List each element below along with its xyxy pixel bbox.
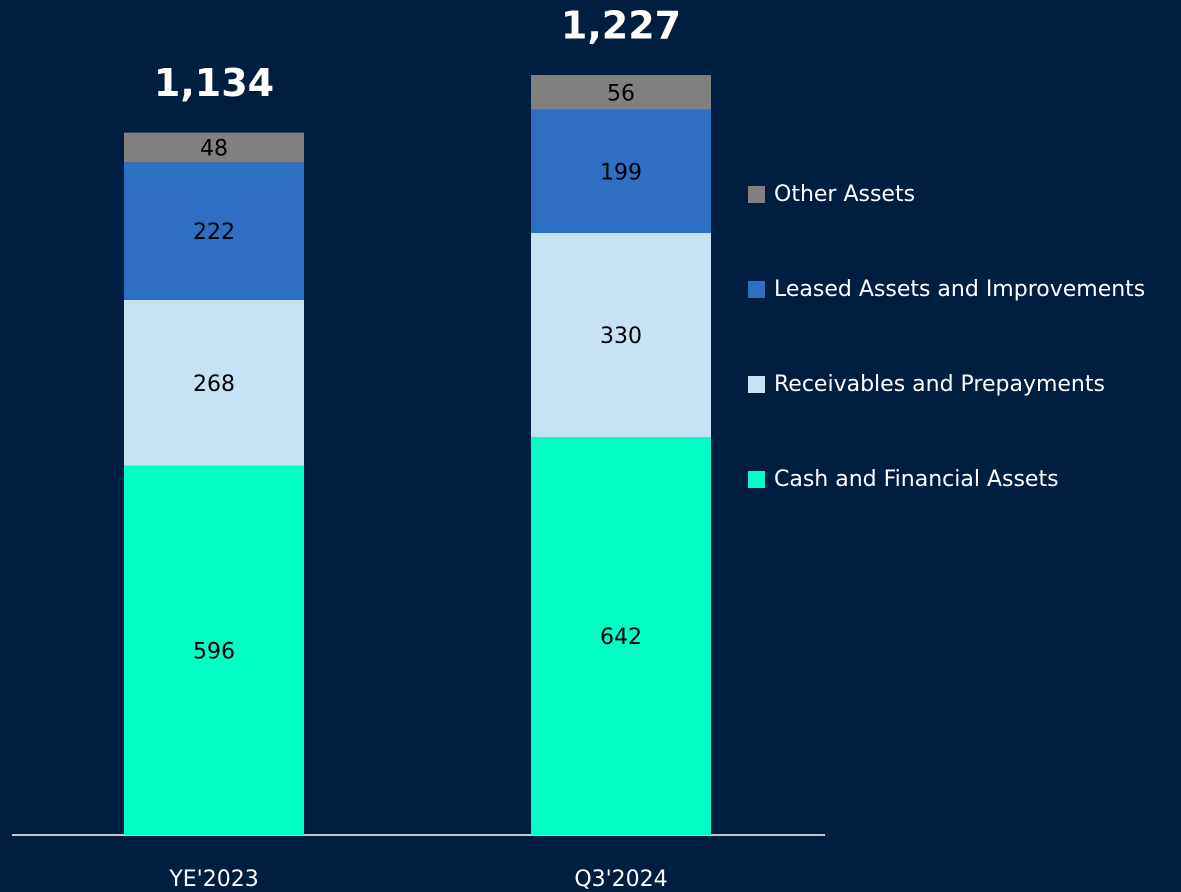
bar-segment [531, 75, 711, 110]
legend-item: Leased Assets and Improvements [748, 270, 1174, 310]
bar-segment [531, 437, 711, 835]
value-label: 48 [200, 136, 228, 161]
value-label: 56 [607, 81, 635, 106]
legend-label: Leased Assets and Improvements [774, 277, 1146, 302]
value-label: 330 [600, 324, 642, 349]
value-label: 222 [193, 220, 235, 245]
legend-swatch [748, 471, 765, 488]
bar-segment [124, 162, 304, 300]
legend-swatch [748, 281, 765, 298]
bar-segment [124, 299, 304, 466]
total-label: 1,227 [561, 4, 681, 48]
bar-segment [124, 132, 304, 163]
legend-label: Other Assets [774, 182, 916, 207]
legend-swatch [748, 186, 765, 203]
legend-item: Receivables and Prepayments [748, 365, 1174, 405]
legend-label: Receivables and Prepayments [774, 372, 1105, 397]
value-label: 596 [193, 639, 235, 664]
x-tick-label: Q3'2024 [574, 867, 667, 892]
value-label: 268 [193, 372, 235, 397]
total-label: 1,134 [154, 61, 274, 105]
value-label: 199 [600, 160, 642, 185]
legend-item: Other Assets [748, 175, 1174, 215]
bar-segment [531, 109, 711, 233]
x-tick-label: YE'2023 [168, 867, 258, 892]
bar-segment [124, 465, 304, 835]
value-label: 642 [600, 625, 642, 650]
legend-label: Cash and Financial Assets [774, 467, 1059, 492]
bar-segment [531, 232, 711, 438]
legend-item: Cash and Financial Assets [748, 460, 1174, 500]
legend-swatch [748, 376, 765, 393]
